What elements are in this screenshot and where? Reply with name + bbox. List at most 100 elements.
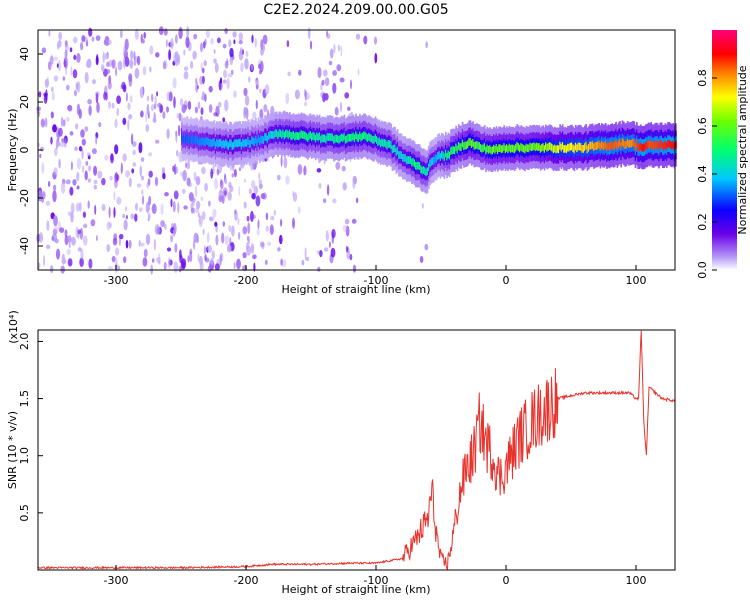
spectrogram-noise-cell <box>90 219 96 227</box>
spectrogram-noise-cell <box>175 131 178 143</box>
spectrogram-noise-cell <box>168 257 171 269</box>
spectrogram-noise-cell <box>184 104 188 110</box>
spectrogram-ridge-cell <box>452 146 455 154</box>
spectrogram-ridge-cell <box>360 133 363 142</box>
spectrogram-noise-cell <box>39 146 45 152</box>
spectrogram-ridge-cell <box>476 141 478 149</box>
spectrogram-ridge-cell <box>576 144 578 153</box>
spectrogram-ridge-cell <box>428 163 430 172</box>
spectrogram-ridge-cell <box>308 132 311 141</box>
spectrogram-ridge-cell <box>208 138 210 147</box>
spectrogram-ridge-cell <box>325 135 327 144</box>
spectrogram-noise-cell <box>238 32 243 41</box>
spectrogram-noise-cell <box>140 110 144 118</box>
spectrogram-noise-cell <box>122 153 127 162</box>
spectrogram-noise-cell <box>229 56 234 66</box>
spectrogram-noise-cell <box>352 264 357 273</box>
spectrogram-ridge-cell <box>499 144 502 152</box>
spectrogram-ridge-cell <box>382 139 385 148</box>
spectrogram-noise-cell <box>357 68 360 76</box>
spectrogram-ridge-cell <box>403 154 405 162</box>
spectrogram-ridge-cell <box>398 151 400 159</box>
spectrogram-noise-cell <box>116 174 120 181</box>
spectrogram-noise-cell <box>238 40 243 45</box>
spectrogram-noise-cell <box>106 61 110 67</box>
spectrogram-noise-cell <box>176 150 179 157</box>
spectrogram-noise-cell <box>337 44 341 52</box>
spectrogram-ridge-cell <box>483 142 486 151</box>
spectrogram-ridge-cell <box>220 138 222 147</box>
spectrogram-noise-cell <box>110 154 114 164</box>
spectrogram-ridge-cell <box>182 135 184 144</box>
spectrogram-noise-cell <box>45 200 51 206</box>
spectrogram-noise-cell <box>200 42 203 53</box>
spectrogram-noise-cell <box>146 103 150 115</box>
spectrogram-noise-cell <box>139 86 144 99</box>
spectrogram-noise-cell <box>93 179 98 185</box>
spectrogram-ridge-cell <box>669 141 672 149</box>
spectrogram-ridge-cell <box>378 137 381 145</box>
spectrogram-noise-cell <box>151 258 155 263</box>
spectrogram-ridge-cell <box>399 150 402 159</box>
spectrogram-ridge-cell <box>223 140 226 149</box>
spectrogram-ridge-cell <box>584 143 586 151</box>
spectrogram-ridge-cell <box>660 140 663 148</box>
spectrogram-ridge-cell <box>317 133 320 142</box>
spectrogram-ridge-cell <box>327 133 330 141</box>
spectrogram-noise-cell <box>309 40 313 50</box>
spectrogram-noise-cell <box>193 171 197 181</box>
spectrogram-noise-cell <box>76 185 80 190</box>
spectrogram-ridge-cell <box>379 139 382 148</box>
spectrogram-noise-cell <box>61 253 66 265</box>
spectrogram-ridge-cell <box>599 143 602 151</box>
spectrogram-ridge-cell <box>498 144 500 152</box>
spectrogram-ridge-cell <box>441 150 443 159</box>
spectrogram-noise-cell <box>263 104 268 113</box>
spectrogram-ridge-cell <box>404 154 407 162</box>
spectrogram-noise-cell <box>189 251 193 263</box>
spectrogram-ridge-cell <box>415 161 417 170</box>
spectrogram-ridge-cell <box>478 142 481 150</box>
spectrogram-noise-cell <box>229 185 234 193</box>
spectrogram-noise-cell <box>166 91 171 102</box>
spectrogram-ridge-cell <box>357 134 360 142</box>
spectrogram-ridge-cell <box>311 133 313 142</box>
spectrogram-noise-cell <box>181 258 187 269</box>
spectrogram-noise-cell <box>203 60 207 67</box>
spectrogram-noise-cell <box>185 36 190 49</box>
spectrogram-noise-cell <box>280 258 283 266</box>
spectrogram-x-tick-label: -300 <box>104 274 129 287</box>
spectrogram-noise-cell <box>186 177 191 187</box>
spectrogram-noise-cell <box>208 216 214 222</box>
spectrogram-ridge-cell <box>359 131 361 140</box>
spectrogram-noise-cell <box>125 239 129 249</box>
spectrogram-ridge-cell <box>512 144 515 153</box>
spectrogram-ridge-cell <box>626 138 629 147</box>
spectrogram-noise-cell <box>239 47 243 56</box>
spectrogram-ridge-cell <box>368 132 370 141</box>
spectrogram-noise-cell <box>287 71 291 77</box>
spectrogram-noise-cell <box>280 218 283 227</box>
spectrogram-noise-cell <box>52 228 58 235</box>
spectrogram-noise-cell <box>253 262 256 272</box>
spectrogram-ridge-cell <box>272 131 274 139</box>
spectrogram-noise-cell <box>117 60 123 71</box>
spectrogram-x-tick-label: 100 <box>626 274 647 287</box>
spectrogram-noise-cell <box>59 227 65 233</box>
spectrogram-noise-cell <box>70 202 75 214</box>
spectrogram-ridge-cell <box>270 131 273 139</box>
snr-x-tick-label: 100 <box>626 574 647 587</box>
spectrogram-noise-cell <box>115 247 120 256</box>
spectrogram-noise-cell <box>108 39 112 46</box>
spectrogram-ridge-cell <box>522 144 525 153</box>
spectrogram-noise-cell <box>48 29 51 37</box>
spectrogram-noise-cell <box>197 101 201 110</box>
spectrogram-ridge-cell <box>528 144 530 153</box>
spectrogram-ridge-cell <box>287 131 290 139</box>
spectrogram-noise-cell <box>141 189 144 195</box>
spectrogram-noise-cell <box>102 51 105 64</box>
spectrogram-ridge-cell <box>353 134 356 143</box>
spectrogram-noise-cell <box>142 66 147 76</box>
spectrogram-noise-cell <box>182 188 186 194</box>
spectrogram-noise-cell <box>277 247 281 252</box>
